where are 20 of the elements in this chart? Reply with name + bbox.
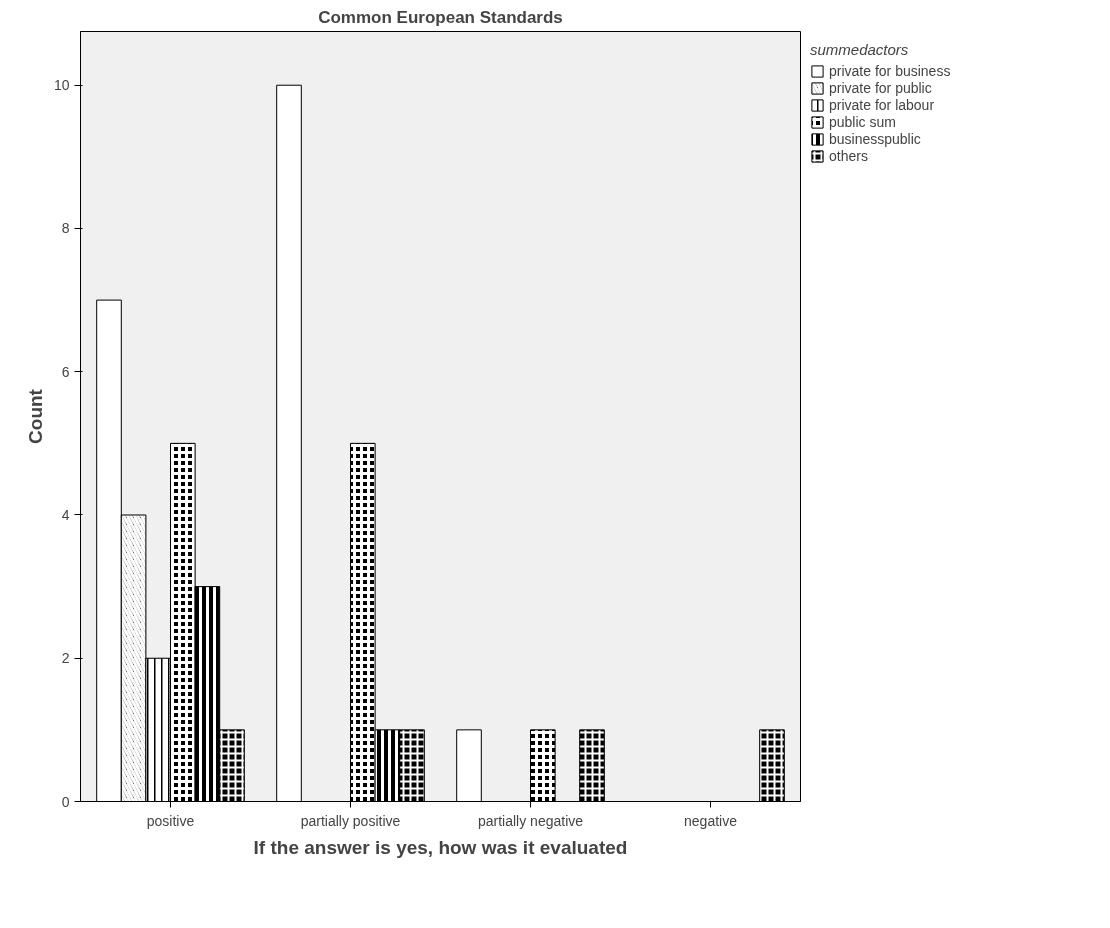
legend-title: summedactors <box>810 41 910 58</box>
x-axis-title: If the answer is yes, how was it evaluated <box>253 836 628 858</box>
legend-label: private for public <box>829 80 932 96</box>
x-tick-label: negative <box>684 812 738 829</box>
x-tick-label: partially positive <box>300 812 401 829</box>
y-tick-label: 0 <box>61 793 70 810</box>
y-axis-title: Count <box>24 388 46 444</box>
legend-label: private for business <box>829 63 951 79</box>
x-tick-label: positive <box>146 812 195 829</box>
y-tick-label: 8 <box>61 220 70 237</box>
chart-title: Common European Standards <box>318 7 563 27</box>
y-tick-label: 10 <box>53 77 70 94</box>
legend-label: businesspublic <box>829 131 921 147</box>
legend-label: public sum <box>829 114 896 130</box>
x-tick-label: partially negative <box>477 812 584 829</box>
y-tick-label: 2 <box>61 650 70 667</box>
y-tick-label: 6 <box>61 363 70 380</box>
legend-label: private for labour <box>829 97 935 113</box>
legend-label: others <box>829 148 868 164</box>
y-tick-label: 4 <box>61 506 70 523</box>
